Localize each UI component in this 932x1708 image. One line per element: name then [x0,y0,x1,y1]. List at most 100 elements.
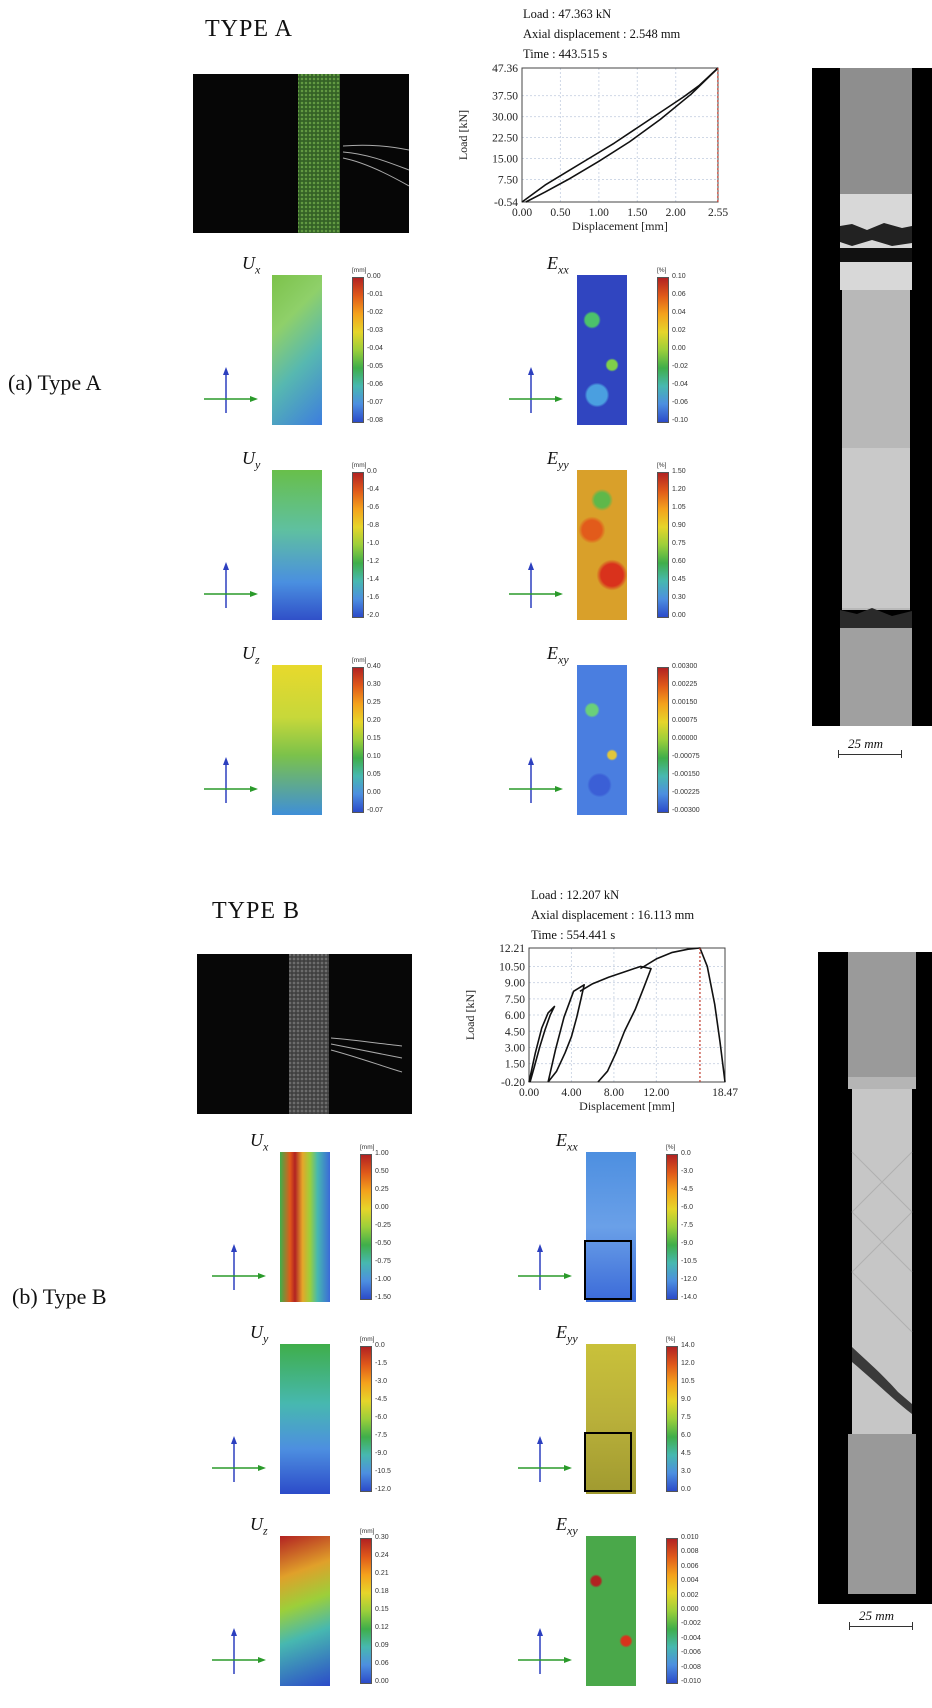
colorbar-tick-label: -0.00300 [672,807,700,814]
colorbar-tick-label: -6.0 [375,1414,388,1421]
dic-panel-a-eyy: Eyy [%] 1.50 1.20 1.05 0.90 0.75 0.60 0.45 0.30 0.… [505,448,765,630]
specimen-photo-a-image [193,74,409,233]
colorbar-unit: [mm] [360,1144,375,1151]
dic-panel-b-ux: Ux [mm] 1.00 0.50 0.25 0.00 -0.25 -0.50 -0.75 -1.… [208,1130,468,1312]
colorbar-tick-label: 0.15 [367,735,381,742]
field-label: Exx [556,1130,578,1155]
colorbar [666,1346,678,1492]
colorbar-tick-label: 7.5 [681,1414,691,1421]
field-symbol: E [547,643,558,663]
field-symbol: U [242,448,255,468]
colorbar-tick-label: -0.02 [672,363,688,370]
colorbar-tick-label: 0.12 [375,1624,389,1631]
coordinate-axes-icon [204,757,258,803]
colorbar-tick-label: -0.6 [367,504,380,511]
field-map [272,470,322,620]
colorbar-tick-label: 0.00225 [672,681,698,688]
coordinate-axes-icon [212,1436,266,1482]
colorbar-tick-label: 0.21 [375,1570,389,1577]
colorbar-tick-label: 14.0 [681,1342,695,1349]
colorbar-tick-label: 0.002 [681,1591,699,1599]
colorbar-tick-label: -0.10 [672,417,688,424]
colorbar [360,1346,372,1492]
field-symbol: U [250,1130,263,1150]
field-label: Exy [547,643,569,668]
region-box [584,1240,632,1300]
colorbar-tick-label: 0.50 [375,1168,389,1175]
type-a-load: Load : 47.363 kN [523,7,612,21]
colorbar-unit: [%] [666,1144,676,1151]
y-tick-label: -0.54 [494,197,518,209]
colorbar [657,667,669,813]
y-tick-label: 10.50 [499,961,525,973]
colorbar-tick-label: -0.4 [367,486,380,493]
load-curve-2 [547,984,585,1083]
colorbar-tick-label: 0.00 [375,1678,389,1685]
y-tick-label: 1.50 [505,1059,525,1071]
field-map [584,1152,636,1302]
colorbar-tick-label: -1.2 [367,558,380,565]
scale-bar-b-label: 25 mm [859,1608,895,1623]
colorbar-tick-label: -4.5 [375,1396,388,1403]
colorbar-tick-label: -0.07 [367,399,383,406]
y-tick-label: 6.00 [505,1010,525,1022]
field-map [577,275,627,425]
x-tick-label: 12.00 [643,1087,669,1099]
colorbar-tick-label: -0.07 [367,807,383,814]
load-curve-2 [525,67,719,203]
dic-panel-b-uz: Uz [mm] 0.30 0.24 0.21 0.18 0.15 0.12 0.09 0.06 0.… [208,1514,468,1696]
colorbar-tick-label: 9.0 [681,1396,691,1403]
y-tick-label: 15.00 [492,154,518,166]
type-a-displacement: Axial displacement : 2.548 mm [523,27,681,41]
dic-panel-a-uz: Uz [mm] 0.40 0.30 0.25 0.20 0.15 0.10 0.05 0.00 -0… [200,643,460,825]
colorbar-tick-label: -0.05 [367,363,383,370]
y-axis-label: Load [kN] [463,990,477,1040]
colorbar-tick-label: 0.10 [367,753,381,760]
region-box [584,1432,632,1492]
scale-bar-a-line [838,754,902,755]
colorbar-unit: [mm] [352,657,367,664]
colorbar-tick-label: -0.01 [367,291,383,298]
colorbar-tick-label: -10.5 [681,1258,697,1265]
colorbar-tick-label: -0.06 [367,381,383,388]
dic-panel-a-exx: Exx [%] 0.10 0.06 0.04 0.02 0.00 -0.02 -0.04 -0.0… [505,253,765,435]
colorbar-tick-label: 0.75 [672,540,686,547]
colorbar-tick-label: -7.5 [681,1222,694,1229]
colorbar-tick-label: 0.0 [681,1486,691,1493]
colorbar-tick-label: -0.010 [681,1678,701,1685]
colorbar-tick-label: 0.18 [375,1588,389,1595]
colorbar-tick-label: -10.5 [375,1468,391,1475]
colorbar-tick-label: 0.06 [672,291,686,298]
scale-bar-a-label: 25 mm [848,736,884,751]
colorbar-tick-label: 0.30 [672,594,686,601]
colorbar-tick-label: -3.0 [681,1168,694,1175]
colorbar-tick-label: -2.0 [367,612,380,619]
colorbar-tick-label: -4.5 [681,1186,694,1193]
field-subscript: z [263,1523,268,1538]
plot-frame [528,947,726,1083]
field-label: Exx [547,253,569,278]
dic-panel-b-eyy: Eyy [%] 14.0 12.0 10.5 9.0 7.5 6.0 4.5 3.0 0.0 [514,1322,774,1504]
field-symbol: U [242,253,255,273]
x-tick-label: 8.00 [604,1087,624,1099]
colorbar-tick-label: 1.20 [672,486,686,493]
field-symbol: E [556,1322,567,1342]
type-b-load: Load : 12.207 kN [531,888,620,902]
scale-bar-b-line [849,1626,913,1627]
colorbar-tick-label: 0.10 [672,273,686,280]
field-map [272,665,322,815]
colorbar-tick-label: -1.5 [375,1360,388,1367]
coordinate-axes-icon [518,1436,572,1482]
y-tick-label: 7.50 [498,175,518,187]
x-axis-label: Displacement [mm] [579,1099,675,1113]
colorbar-tick-label: -1.00 [375,1276,391,1283]
colorbar-tick-label: 0.06 [375,1660,389,1667]
colorbar-tick-label: 0.20 [367,717,381,724]
colorbar-tick-label: -1.4 [367,576,380,583]
x-tick-label: 2.55 [708,207,728,219]
type-b-time: Time : 554.441 s [531,928,616,942]
field-map [280,1152,330,1302]
field-subscript: xy [558,652,569,667]
field-label: Eyy [556,1322,578,1347]
colorbar-tick-label: 0.09 [375,1642,389,1649]
